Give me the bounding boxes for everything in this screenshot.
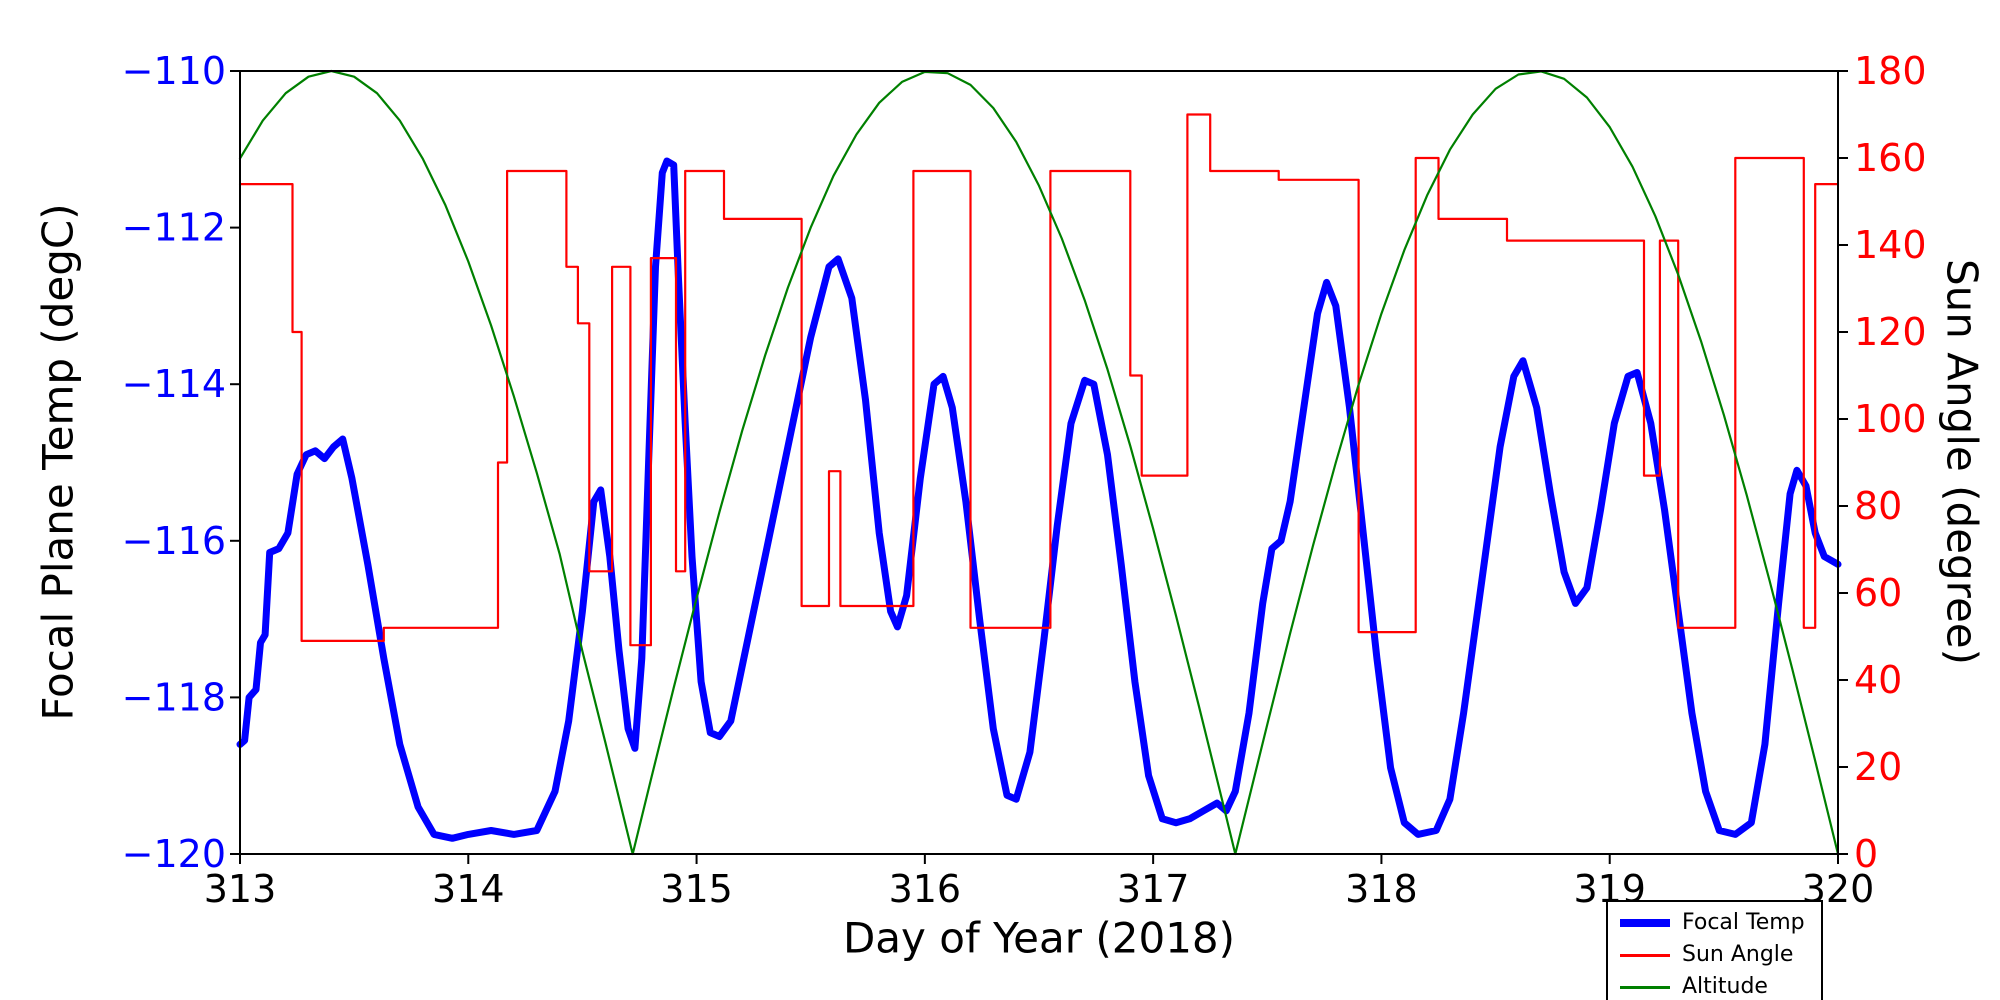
legend-item-sun-angle: Sun Angle bbox=[1620, 944, 1805, 966]
x-axis-label: Day of Year (2018) bbox=[842, 913, 1236, 963]
y-left-tick-label: −116 bbox=[122, 519, 226, 563]
x-tick-label: 314 bbox=[432, 867, 505, 911]
series-line-altitude bbox=[238, 69, 1840, 856]
y-right-tick-label: 160 bbox=[1854, 136, 1927, 180]
y-right-tick-label: 120 bbox=[1854, 310, 1927, 354]
y-left-tick-label: −120 bbox=[122, 832, 226, 876]
x-tick-label: 317 bbox=[1117, 867, 1190, 911]
series-group bbox=[236, 69, 1842, 856]
series-line-focal-temp bbox=[236, 157, 1842, 842]
x-tick-label: 313 bbox=[204, 867, 277, 911]
y-right-tick-label: 40 bbox=[1854, 658, 1902, 702]
legend-label-sun-angle: Sun Angle bbox=[1682, 942, 1794, 967]
x-tick-label: 318 bbox=[1345, 867, 1418, 911]
y-right-tick-label: 80 bbox=[1854, 484, 1902, 528]
plot-frame bbox=[239, 70, 1839, 855]
y-right-tick-label: 0 bbox=[1854, 832, 1878, 876]
y-right-tick-label: 180 bbox=[1854, 49, 1927, 93]
y-right-tick-label: 20 bbox=[1854, 745, 1902, 789]
y-left-tick-label: −118 bbox=[122, 675, 226, 719]
axes: 313 314 315 316 317 318 319 320−110−112−114−116… bbox=[122, 49, 1927, 911]
y-left-tick-label: −112 bbox=[122, 206, 226, 250]
legend-label-focal-temp: Focal Temp bbox=[1682, 910, 1805, 935]
legend-item-focal-temp: Focal Temp bbox=[1620, 912, 1805, 934]
sun-angle-line-swatch bbox=[1620, 953, 1670, 957]
x-tick-label: 315 bbox=[660, 867, 733, 911]
y-left-tick-label: −110 bbox=[122, 49, 226, 93]
y-right-tick-label: 140 bbox=[1854, 223, 1927, 267]
y-axis-label-right: Sun Angle (degree) bbox=[1937, 258, 1987, 666]
legend-label-altitude: Altitude bbox=[1682, 974, 1768, 999]
legend: Focal Temp Sun Angle Altitude bbox=[1606, 900, 1823, 1000]
legend-item-altitude: Altitude bbox=[1620, 976, 1805, 998]
y-left-tick-label: −114 bbox=[122, 362, 226, 406]
y-right-tick-label: 60 bbox=[1854, 571, 1902, 615]
y-axis-label-left: Focal Plane Temp (degC) bbox=[33, 203, 83, 721]
series-line-sun-angle bbox=[238, 113, 1840, 647]
altitude-line-swatch bbox=[1620, 985, 1670, 989]
x-tick-label: 316 bbox=[889, 867, 962, 911]
y-right-tick-label: 100 bbox=[1854, 397, 1927, 441]
focal-temp-line-swatch bbox=[1620, 919, 1670, 927]
